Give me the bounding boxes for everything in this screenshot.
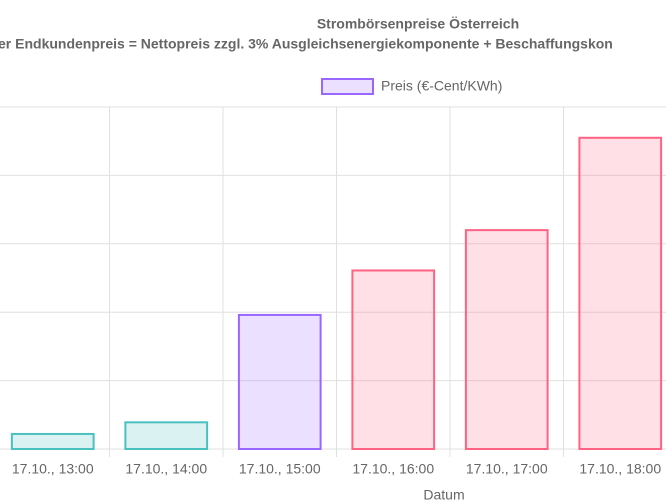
bar <box>351 269 436 451</box>
x-tick-label: 17.10., 16:00 <box>352 461 434 477</box>
x-tick-label: 17.10., 15:00 <box>239 461 321 477</box>
legend-label: Preis (€-Cent/KWh) <box>381 78 502 94</box>
x-tick-label: 17.10., 18:00 <box>579 461 661 477</box>
x-axis-title: Datum <box>423 487 464 500</box>
legend-swatch <box>321 78 374 95</box>
x-tick-label: 17.10., 14:00 <box>125 461 207 477</box>
bar <box>237 313 322 450</box>
chart-title: Strombörsenpreise Österreich <box>317 16 519 32</box>
bar <box>10 432 95 450</box>
x-tick-label: 17.10., 17:00 <box>466 461 548 477</box>
bar <box>124 421 209 451</box>
bar <box>464 229 549 450</box>
x-tick-label: 17.10., 13:00 <box>12 461 94 477</box>
chart-subtitle: er Endkundenpreis = Nettopreis zzgl. 3% … <box>0 36 613 52</box>
bar <box>578 136 663 450</box>
